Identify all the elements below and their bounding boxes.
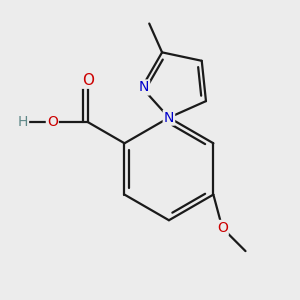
Text: N: N xyxy=(164,111,174,124)
Text: O: O xyxy=(82,73,94,88)
Text: O: O xyxy=(47,115,58,129)
Text: N: N xyxy=(139,80,149,94)
Text: O: O xyxy=(217,221,228,235)
Text: H: H xyxy=(18,115,28,129)
